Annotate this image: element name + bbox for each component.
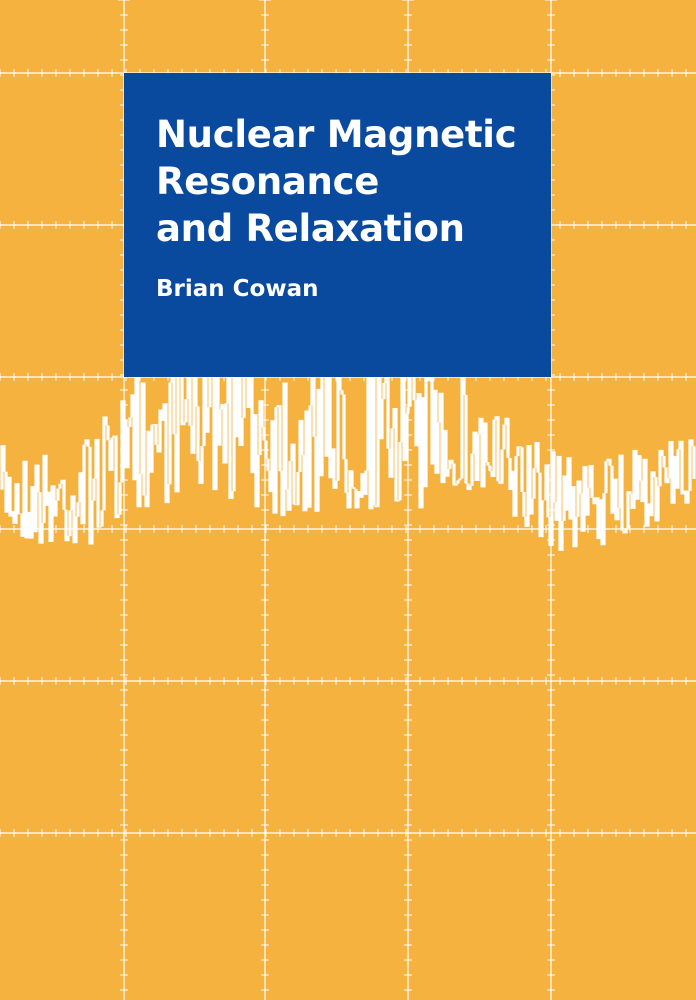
title-line-3: and Relaxation (156, 207, 465, 250)
title-line-2: Resonance (156, 160, 380, 203)
title-panel: Nuclear Magnetic Resonance and Relaxatio… (124, 73, 551, 377)
author-name: Brian Cowan (156, 276, 319, 302)
title-line-1: Nuclear Magnetic (156, 113, 517, 156)
